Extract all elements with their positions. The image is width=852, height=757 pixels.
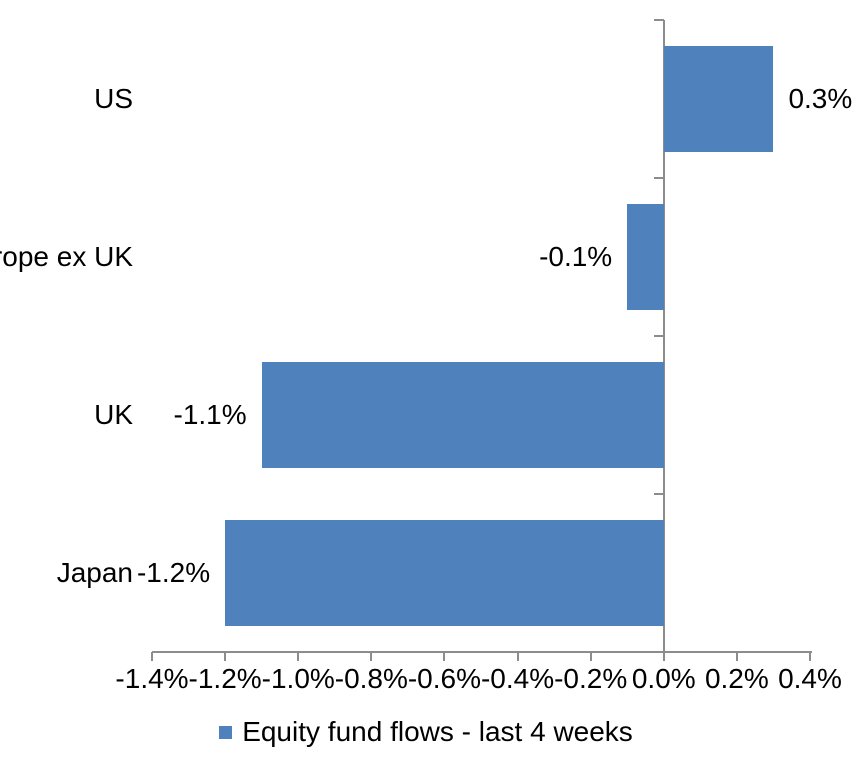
bar-us	[663, 46, 774, 152]
x-axis-tick	[297, 652, 300, 661]
category-label-uk: UK	[94, 399, 133, 430]
category-label-japan: Japan	[56, 557, 133, 588]
x-axis-tick-label: -0.6%	[407, 663, 482, 694]
legend: Equity fund flows - last 4 weeks	[0, 711, 852, 753]
x-axis-tick-label: -0.2%	[554, 663, 628, 694]
x-axis-tick	[443, 652, 446, 661]
x-axis-tick-label: -1.0%	[261, 663, 335, 694]
y-axis-tick	[653, 335, 664, 337]
bar-uk	[261, 362, 664, 468]
x-axis-line	[152, 651, 812, 653]
x-axis-tick	[662, 652, 665, 661]
bar-europe-ex-uk	[627, 204, 664, 310]
y-axis-tick	[653, 19, 664, 21]
y-axis-line	[662, 20, 665, 652]
x-axis-tick-label: -1.4%	[115, 663, 189, 694]
x-axis-tick-label: 0.0%	[631, 663, 696, 694]
category-label-us: US	[94, 83, 133, 114]
y-axis-tick	[653, 493, 664, 495]
value-label-us: 0.3%	[788, 83, 852, 114]
x-axis-tick	[809, 652, 811, 661]
x-axis-tick	[151, 652, 153, 661]
legend-swatch	[219, 725, 233, 739]
x-axis-tick	[224, 652, 227, 661]
x-axis-tick	[589, 652, 592, 661]
bar-japan	[225, 520, 664, 626]
value-label-japan: -1.2%	[136, 557, 211, 588]
x-axis-tick-label: -0.4%	[480, 663, 555, 694]
value-label-uk: -1.1%	[173, 399, 247, 430]
x-axis-tick-label: -0.8%	[334, 663, 408, 694]
x-axis-tick-label: 0.4%	[778, 663, 842, 694]
x-axis-tick	[735, 652, 738, 661]
category-label-europe-ex-uk: Europe ex UK	[0, 241, 133, 272]
x-axis-tick-label: -1.2%	[188, 663, 262, 694]
legend-label: Equity fund flows - last 4 weeks	[242, 716, 633, 747]
value-label-europe-ex-uk: -0.1%	[539, 241, 613, 272]
y-axis-tick	[653, 177, 664, 179]
x-axis-tick	[516, 652, 519, 661]
x-axis-tick-label: 0.2%	[704, 663, 769, 694]
x-axis-tick	[370, 652, 373, 661]
plot-area: -1.4% -1.2% -1.0% -0.8% -0.6% -0.4% -0.2% 0.0% 0…	[0, 19, 852, 694]
